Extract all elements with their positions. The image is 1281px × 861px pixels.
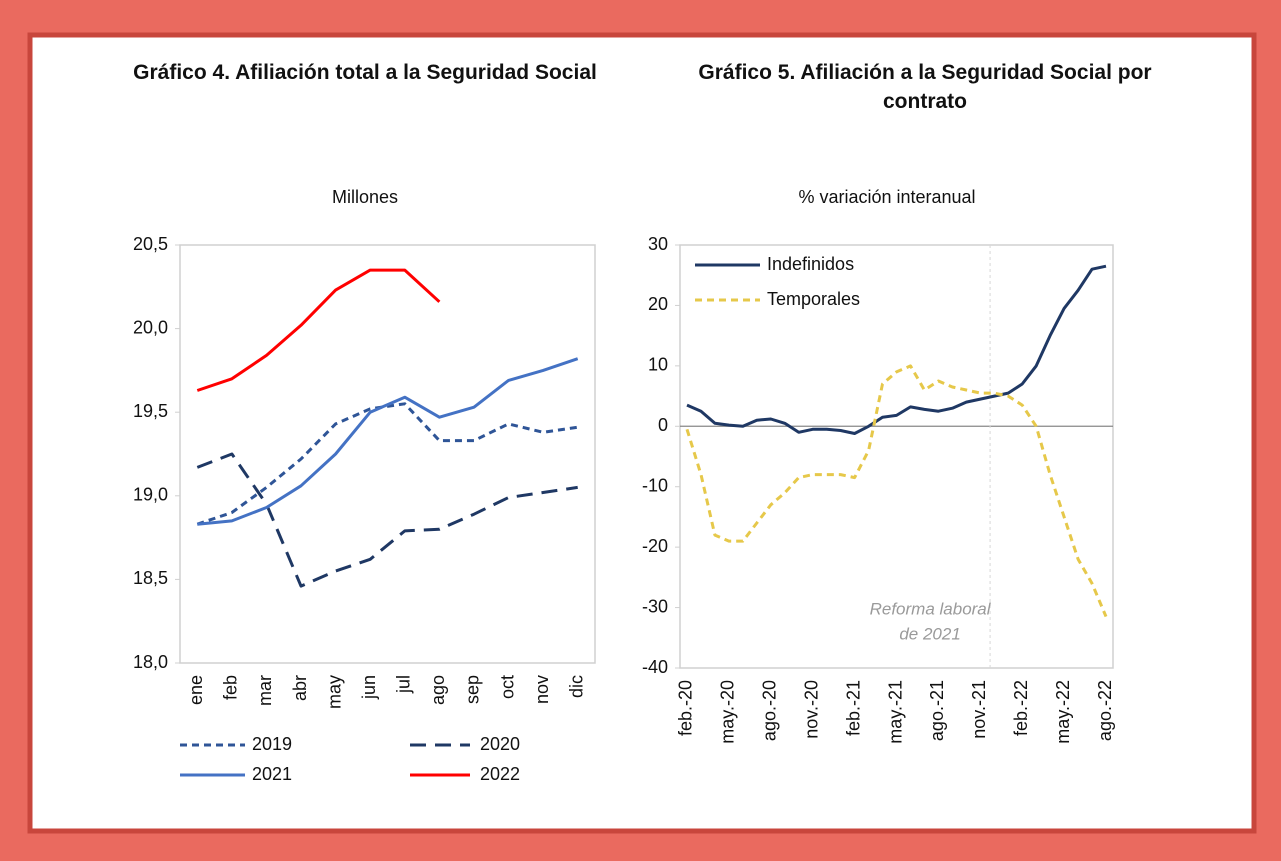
x-tick-label: feb.-22 xyxy=(1011,680,1031,736)
subtitle: % variación interanual xyxy=(798,187,975,207)
series-line xyxy=(686,264,1107,435)
legend-label: Temporales xyxy=(767,289,860,309)
x-tick-label: ago.-22 xyxy=(1095,680,1115,741)
y-tick-label: -10 xyxy=(642,475,668,495)
x-tick-label: may.-22 xyxy=(1053,680,1073,744)
subtitle: Millones xyxy=(332,187,398,207)
x-tick-label: ago.-21 xyxy=(927,680,947,741)
plot-area xyxy=(179,244,596,664)
y-tick-label: 10 xyxy=(648,355,668,375)
series-line xyxy=(197,357,579,526)
x-tick-label: feb.-20 xyxy=(676,680,696,736)
y-tick-label: 0 xyxy=(658,415,668,435)
y-tick-label: 30 xyxy=(648,234,668,254)
annotation: Reforma laboral xyxy=(870,599,992,618)
y-tick-label: -40 xyxy=(642,657,668,677)
x-tick-label: ago xyxy=(428,675,448,705)
x-tick-label: feb.-21 xyxy=(843,680,863,736)
x-tick-label: nov.-20 xyxy=(801,680,821,739)
series-line xyxy=(196,402,578,526)
legend-label: 2022 xyxy=(480,764,520,784)
x-tick-label: sep xyxy=(463,675,483,704)
x-tick-label: jul xyxy=(394,675,414,694)
x-tick-label: feb xyxy=(221,675,241,700)
x-tick-label: may.-20 xyxy=(718,680,738,744)
y-tick-label: 20 xyxy=(648,294,668,314)
x-tick-label: nov xyxy=(532,675,552,704)
y-tick-label: 18,0 xyxy=(133,652,168,672)
annotation: de 2021 xyxy=(899,624,960,643)
legend-label: Indefinidos xyxy=(767,254,854,274)
y-tick-label: -30 xyxy=(642,596,668,616)
series-line xyxy=(196,452,578,588)
x-tick-label: nov.-21 xyxy=(969,680,989,739)
series-line xyxy=(196,268,441,392)
y-tick-label: 20,0 xyxy=(133,317,168,337)
x-tick-label: mar xyxy=(255,675,275,706)
x-tick-label: oct xyxy=(497,675,517,699)
y-tick-label: 18,5 xyxy=(133,568,168,588)
panel xyxy=(27,32,1257,834)
series-line xyxy=(685,364,1108,618)
x-tick-label: may.-21 xyxy=(885,680,905,744)
legend-label: 2020 xyxy=(480,734,520,754)
chart-title: Gráfico 4. Afiliación total a la Segurid… xyxy=(133,61,597,84)
x-tick-label: abr xyxy=(290,675,310,701)
y-tick-label: -20 xyxy=(642,536,668,556)
y-tick-label: 19,5 xyxy=(133,401,168,421)
plot-area xyxy=(679,244,1114,669)
x-tick-label: ene xyxy=(186,675,206,705)
x-tick-label: dic xyxy=(566,675,586,698)
x-tick-label: jun xyxy=(359,675,379,700)
legend-label: 2019 xyxy=(252,734,292,754)
legend-label: 2021 xyxy=(252,764,292,784)
x-tick-label: may xyxy=(324,675,344,709)
y-tick-label: 19,0 xyxy=(133,485,168,505)
y-tick-label: 20,5 xyxy=(133,234,168,254)
chart-title: Gráfico 5. Afiliación a la Seguridad Soc… xyxy=(698,61,1152,113)
x-tick-label: ago.-20 xyxy=(760,680,780,741)
